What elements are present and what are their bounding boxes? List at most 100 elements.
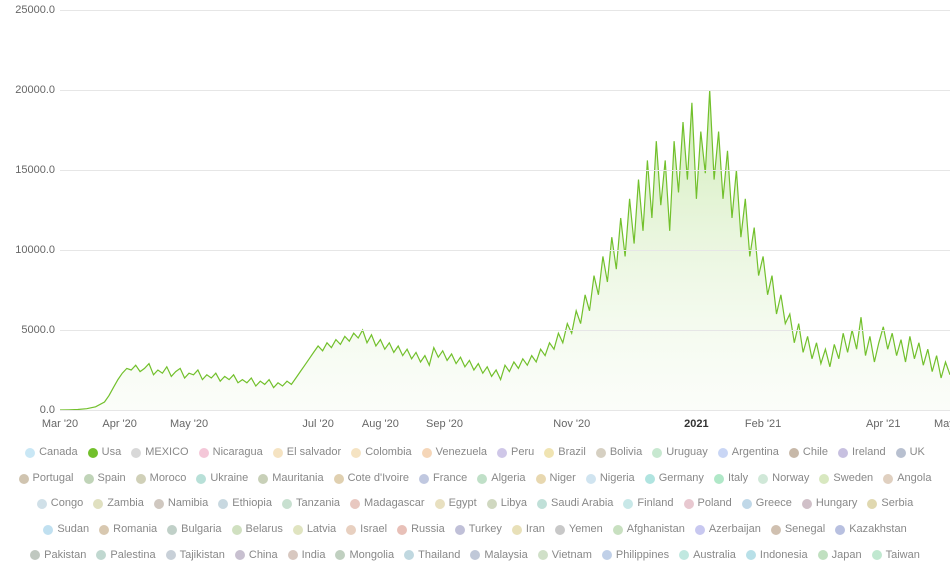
legend-label: Senegal <box>785 521 825 539</box>
legend-label: Israel <box>360 521 387 539</box>
legend-item[interactable]: Taiwan <box>872 547 920 565</box>
legend-item[interactable]: Sudan <box>43 521 89 539</box>
legend-item[interactable]: Italy <box>714 470 748 488</box>
legend-label: Madagascar <box>364 495 425 513</box>
legend-dot-icon <box>455 525 465 535</box>
legend-dot-icon <box>835 525 845 535</box>
legend-item[interactable]: Germany <box>645 470 704 488</box>
legend-label: India <box>302 547 326 565</box>
legend-item[interactable]: Norway <box>758 470 809 488</box>
legend-item[interactable]: Japan <box>818 547 862 565</box>
legend-dot-icon <box>419 474 429 484</box>
legend-item[interactable]: Ukraine <box>196 470 248 488</box>
legend-dot-icon <box>789 448 799 458</box>
legend-item[interactable]: Uruguay <box>652 444 708 462</box>
legend-item[interactable]: Spain <box>84 470 126 488</box>
legend-item[interactable]: Nicaragua <box>199 444 263 462</box>
legend-item[interactable]: Mongolia <box>335 547 394 565</box>
legend-item[interactable]: Pakistan <box>30 547 86 565</box>
legend-item[interactable]: Romania <box>99 521 157 539</box>
legend-dot-icon <box>867 499 877 509</box>
legend-item[interactable]: Peru <box>497 444 534 462</box>
legend-label: China <box>249 547 278 565</box>
legend-item[interactable]: Namibia <box>154 495 208 513</box>
legend-item[interactable]: Poland <box>684 495 732 513</box>
legend-item[interactable]: Usa <box>88 444 122 462</box>
legend-item[interactable]: Bulgaria <box>167 521 221 539</box>
legend-item[interactable]: Senegal <box>771 521 825 539</box>
legend-item[interactable]: Libya <box>487 495 527 513</box>
legend-item[interactable]: Portugal <box>19 470 74 488</box>
legend-item[interactable]: Chile <box>789 444 828 462</box>
legend-item[interactable]: Canada <box>25 444 78 462</box>
legend-item[interactable]: Philippines <box>602 547 669 565</box>
legend-item[interactable]: Madagascar <box>350 495 425 513</box>
legend-item[interactable]: Moroco <box>136 470 187 488</box>
legend-item[interactable]: Malaysia <box>470 547 527 565</box>
legend-item[interactable]: Kazakhstan <box>835 521 906 539</box>
legend-item[interactable]: Tanzania <box>282 495 340 513</box>
legend-dot-icon <box>346 525 356 535</box>
legend-item[interactable]: Tajikistan <box>166 547 225 565</box>
legend-dot-icon <box>538 550 548 560</box>
legend-item[interactable]: MEXICO <box>131 444 188 462</box>
legend-item[interactable]: Congo <box>37 495 83 513</box>
legend-item[interactable]: Iran <box>512 521 545 539</box>
legend-item[interactable]: Serbia <box>867 495 913 513</box>
legend-label: Zambia <box>107 495 144 513</box>
legend-item[interactable]: Turkey <box>455 521 502 539</box>
legend-item[interactable]: Hungary <box>802 495 858 513</box>
legend-item[interactable]: Saudi Arabia <box>537 495 613 513</box>
legend-item[interactable]: Cote d'Ivoire <box>334 470 409 488</box>
legend-item[interactable]: Colombia <box>351 444 411 462</box>
legend-item[interactable]: France <box>419 470 467 488</box>
legend-item[interactable]: Algeria <box>477 470 525 488</box>
legend-item[interactable]: Yemen <box>555 521 603 539</box>
legend-item[interactable]: Egypt <box>435 495 477 513</box>
legend-item[interactable]: Bolivia <box>596 444 642 462</box>
legend-item[interactable]: Azerbaijan <box>695 521 761 539</box>
legend-item[interactable]: Afghanistan <box>613 521 685 539</box>
legend-dot-icon <box>802 499 812 509</box>
x-axis-label: Mar '20 <box>42 418 78 430</box>
legend-item[interactable]: Israel <box>346 521 387 539</box>
legend-item[interactable]: Russia <box>397 521 445 539</box>
legend-item[interactable]: China <box>235 547 278 565</box>
legend-item[interactable]: Latvia <box>293 521 336 539</box>
legend-item[interactable]: Greece <box>742 495 792 513</box>
legend-item[interactable]: Brazil <box>544 444 586 462</box>
legend-label: Afghanistan <box>627 521 685 539</box>
legend-item[interactable]: India <box>288 547 326 565</box>
legend-item[interactable]: Indonesia <box>746 547 808 565</box>
y-axis-label: 15000.0 <box>15 164 55 176</box>
legend-item[interactable]: Argentina <box>718 444 779 462</box>
legend-label: Moroco <box>150 470 187 488</box>
legend-item[interactable]: Niger <box>536 470 576 488</box>
legend-item[interactable]: Angola <box>883 470 931 488</box>
legend-item[interactable]: Ethiopia <box>218 495 272 513</box>
gridline <box>60 170 950 171</box>
legend-dot-icon <box>196 474 206 484</box>
legend-item[interactable]: El salvador <box>273 444 341 462</box>
legend-label: Latvia <box>307 521 336 539</box>
legend-label: Venezuela <box>436 444 487 462</box>
legend-item[interactable]: Zambia <box>93 495 144 513</box>
legend-dot-icon <box>351 448 361 458</box>
legend-item[interactable]: Nigeria <box>586 470 635 488</box>
legend-label: Hungary <box>816 495 858 513</box>
legend-label: Turkey <box>469 521 502 539</box>
legend-item[interactable]: UK <box>896 444 925 462</box>
legend-item[interactable]: Australia <box>679 547 736 565</box>
legend-item[interactable]: Palestina <box>96 547 155 565</box>
legend-item[interactable]: Venezuela <box>422 444 487 462</box>
legend-item[interactable]: Belarus <box>232 521 283 539</box>
legend-item[interactable]: Finland <box>623 495 673 513</box>
legend-item[interactable]: Mauritania <box>258 470 323 488</box>
legend-label: Ireland <box>852 444 886 462</box>
legend-item[interactable]: Thailand <box>404 547 460 565</box>
y-axis-label: 10000.0 <box>15 244 55 256</box>
legend-item[interactable]: Vietnam <box>538 547 592 565</box>
legend-item[interactable]: Ireland <box>838 444 886 462</box>
legend-item[interactable]: Sweden <box>819 470 873 488</box>
legend-dot-icon <box>537 499 547 509</box>
